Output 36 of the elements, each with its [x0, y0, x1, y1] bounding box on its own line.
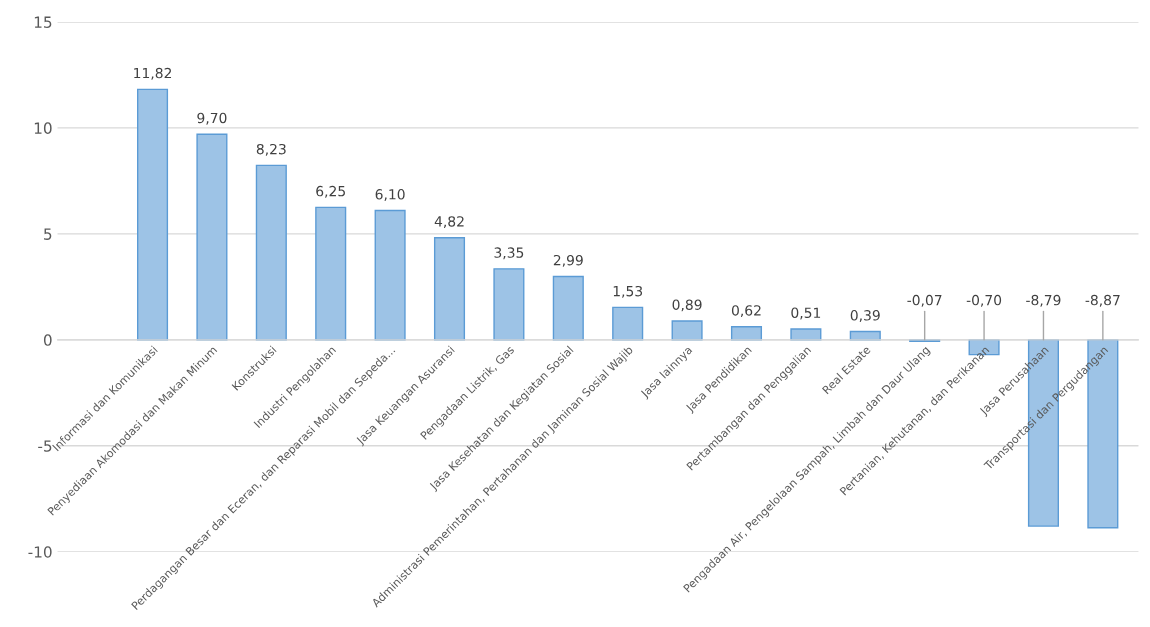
- bar: [790, 328, 822, 341]
- y-tick-label: 0: [43, 334, 52, 346]
- data-label: -8,87: [1085, 294, 1120, 307]
- data-label: 3,35: [494, 247, 524, 260]
- bar: [255, 164, 287, 341]
- data-label: 11,82: [134, 67, 172, 80]
- y-tick-label: 5: [44, 228, 52, 240]
- data-label: -8,79: [1026, 294, 1061, 307]
- y-tick-label: 10: [34, 122, 52, 134]
- data-label: 0,62: [731, 305, 761, 318]
- data-label: 0,89: [672, 299, 702, 312]
- bar: [433, 236, 466, 341]
- y-tick-label: -5: [38, 440, 52, 452]
- bar: [136, 88, 169, 341]
- y-tick-label: -10: [28, 546, 52, 558]
- bar: [315, 206, 347, 341]
- data-label: -0,07: [907, 294, 942, 307]
- data-label: 4,82: [434, 216, 464, 229]
- data-label: 9,70: [197, 112, 227, 125]
- bar: [671, 320, 703, 341]
- data-label: 0,51: [791, 307, 821, 320]
- bar: [196, 133, 228, 341]
- data-label: 6,10: [375, 189, 405, 201]
- bar: [493, 268, 525, 341]
- bar: [849, 330, 881, 341]
- y-tick-label: 15: [34, 16, 52, 28]
- bar: [730, 325, 763, 341]
- bar: [612, 306, 644, 341]
- bar: [552, 275, 584, 341]
- data-label: 1,53: [613, 285, 643, 298]
- bar: [374, 209, 406, 341]
- data-label: 6,25: [316, 185, 345, 198]
- data-label: 2,99: [553, 254, 583, 267]
- data-label: 8,23: [256, 143, 286, 156]
- data-label: -0,70: [966, 294, 1002, 307]
- data-label: 0,39: [850, 310, 880, 322]
